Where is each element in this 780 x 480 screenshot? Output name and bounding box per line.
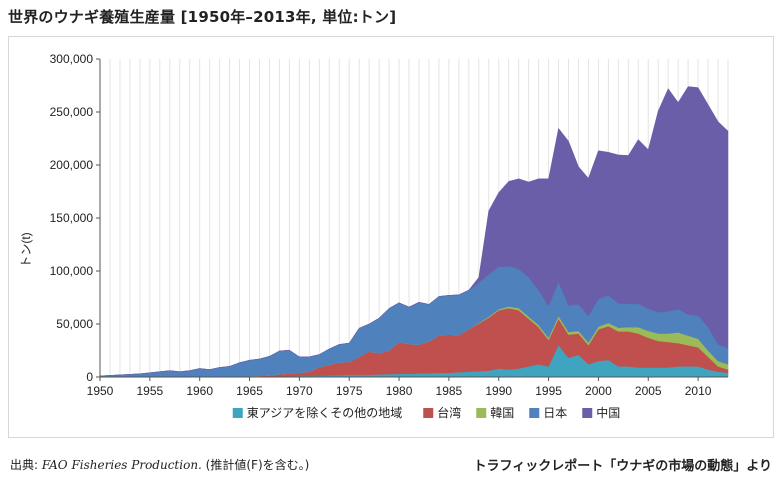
x-tick-labels: 1950 1955 1960 1965 1970 1975 1980 1985 1990 1995…	[87, 377, 712, 398]
area-series-4	[99, 86, 729, 377]
y-tick-label: 50,000	[56, 317, 93, 331]
legend-label-2: 韓国	[490, 406, 514, 420]
y-tick-label: 250,000	[50, 105, 94, 119]
y-tick-label: 150,000	[50, 211, 94, 225]
x-tick-label: 1965	[236, 384, 263, 398]
source-suffix: (推計値(F)を含む。)	[201, 458, 310, 472]
x-tick-label: 1950	[87, 384, 114, 398]
legend-label-1: 台湾	[437, 405, 461, 420]
legend-swatch-1	[423, 408, 434, 418]
x-tick-label: 1985	[436, 384, 463, 398]
x-tick-label: 2000	[585, 384, 612, 398]
legend: 東アジアを除くその他の地域 台湾 韓国 日本 中国	[232, 405, 620, 420]
y-tick-label: 300,000	[50, 52, 94, 66]
legend-swatch-3	[529, 408, 540, 418]
x-tick-label: 1990	[485, 384, 512, 398]
x-tick-label: 1995	[535, 384, 562, 398]
x-tick-label: 1955	[136, 384, 163, 398]
stacked-area-chart: 0 50,000 100,000 150,000 200,000 250,000 300,0…	[19, 52, 729, 420]
x-tick-label: 1960	[186, 384, 213, 398]
y-tick-labels: 0 50,000 100,000 150,000 200,000 250,000 300,0…	[50, 52, 100, 384]
credit-line: トラフィックレポート「ウナギの市場の動態」より	[473, 459, 772, 474]
y-axis-label: トン(t)	[19, 232, 33, 267]
legend-label-0: 東アジアを除くその他の地域	[247, 405, 403, 420]
source-note: 出典: FAO Fisheries Production. (推計値(F)を含む…	[10, 456, 309, 473]
legend-swatch-0	[232, 408, 243, 418]
legend-label-4: 中国	[596, 405, 620, 420]
legend-swatch-2	[476, 408, 487, 418]
x-tick-label: 2010	[685, 384, 712, 398]
series-areas	[99, 86, 729, 378]
y-tick-label: 100,000	[50, 264, 94, 278]
x-tick-label: 1980	[386, 384, 413, 398]
y-tick-label: 200,000	[50, 158, 94, 172]
legend-label-3: 日本	[543, 406, 567, 420]
x-tick-label: 2005	[635, 384, 662, 398]
source-publication: FAO Fisheries Production.	[41, 458, 202, 472]
x-tick-label: 1975	[336, 384, 363, 398]
source-prefix: 出典:	[10, 458, 42, 472]
y-tick-label: 0	[86, 370, 93, 384]
x-tick-label: 1970	[286, 384, 313, 398]
chart-title: 世界のウナギ養殖生産量 [1950年–2013年, 単位:トン]	[8, 8, 397, 26]
legend-swatch-4	[582, 408, 593, 418]
